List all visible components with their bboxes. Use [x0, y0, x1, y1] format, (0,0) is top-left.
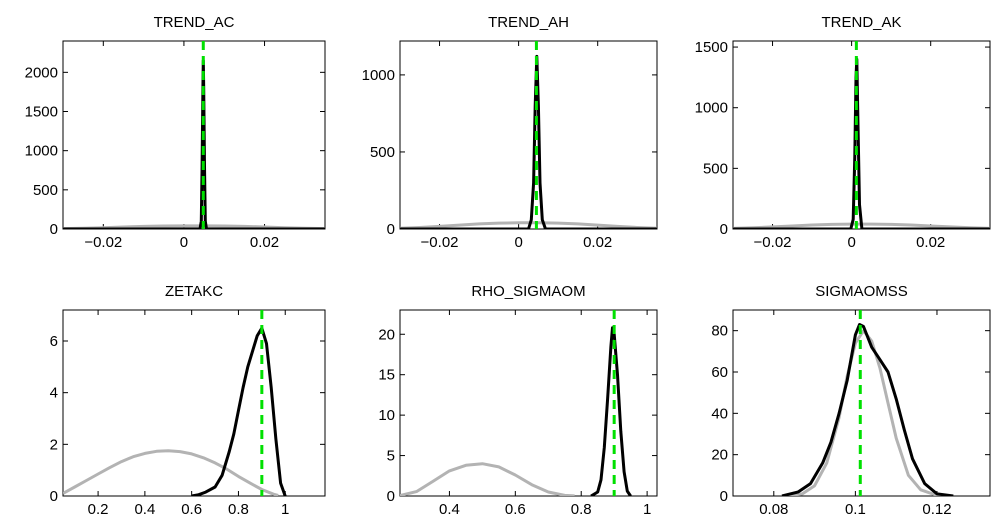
x-tick-label: 0.08	[759, 501, 788, 518]
panel-trend-ak: TREND_AK −0.02 0 0.02 0 500 1000 1500	[695, 14, 991, 251]
y-tick-label: 2000	[25, 64, 58, 81]
panel-zetakc: ZETAKC 0.2 0.4 0.6 0.8 1 0 2 4 6	[50, 283, 326, 518]
axes-box	[732, 40, 991, 230]
y-tick-label: 60	[711, 364, 728, 381]
panel-title: TREND_AH	[488, 14, 569, 31]
posterior-density-line	[733, 57, 990, 229]
y-tick-label: 2	[50, 436, 58, 453]
plot-area	[400, 310, 632, 496]
axes-box	[62, 40, 326, 230]
panel-title: RHO_SIGMAOM	[471, 283, 585, 300]
posterior-density-line	[781, 323, 954, 496]
panel-title: ZETAKC	[165, 283, 223, 300]
y-tick-label: 0	[387, 221, 395, 238]
y-tick-label: 15	[378, 367, 395, 384]
prior-density-line	[400, 221, 657, 229]
posterior-density-line	[590, 326, 632, 496]
x-tick-label: 0	[847, 234, 855, 251]
x-tick-label: 0.4	[439, 501, 460, 518]
y-tick-label: 500	[703, 160, 728, 177]
y-tick-label: 80	[711, 323, 728, 340]
x-tick-label: 0.2	[88, 501, 109, 518]
panel-trend-ah: TREND_AH −0.02 0 0.02 0 500 1000	[362, 14, 658, 251]
plot-area	[63, 41, 325, 229]
axes-box	[399, 40, 658, 230]
y-tick-label: 500	[33, 182, 58, 199]
y-tick-label: 20	[378, 326, 395, 343]
y-tick-label: 1500	[25, 104, 58, 121]
prior-density-line	[400, 462, 575, 496]
y-tick-label: 1000	[695, 100, 728, 117]
x-tick-label: 0.12	[922, 501, 951, 518]
y-tick-label: 0	[720, 488, 728, 505]
x-tick-label: 0.02	[916, 234, 945, 251]
x-tick-label: 0.8	[228, 501, 249, 518]
y-tick-label: 0	[387, 488, 395, 505]
x-tick-label: 0.1	[845, 501, 866, 518]
y-tick-label: 20	[711, 447, 728, 464]
axes-box	[62, 309, 326, 497]
plot-area	[400, 41, 657, 229]
panel-trend-ac: TREND_AC −0.02 0 0.02 0 500 1000 1500 2000	[25, 14, 326, 251]
y-tick-label: 0	[50, 221, 58, 238]
plot-area	[63, 310, 287, 496]
x-tick-label: 0.6	[181, 501, 202, 518]
x-tick-label: −0.02	[84, 234, 122, 251]
posterior-density-line	[191, 326, 287, 496]
x-tick-label: 1	[281, 501, 289, 518]
x-tick-label: 0.4	[134, 501, 155, 518]
y-tick-label: 500	[370, 144, 395, 161]
plot-area	[733, 41, 990, 229]
x-tick-label: 0	[514, 234, 522, 251]
panel-title: SIGMAOMSS	[815, 283, 908, 300]
panel-sigmaomss: SIGMAOMSS 0.08 0.1 0.12 0 20 40 60 80	[711, 283, 991, 518]
prior-density-line	[63, 449, 279, 496]
y-tick-label: 1000	[362, 67, 395, 84]
y-tick-label: 6	[50, 333, 58, 350]
y-tick-label: 0	[720, 221, 728, 238]
x-tick-label: 1	[643, 501, 651, 518]
x-tick-label: 0.02	[250, 234, 279, 251]
y-tick-label: 40	[711, 405, 728, 422]
x-tick-label: −0.02	[754, 234, 792, 251]
y-tick-label: 1000	[25, 143, 58, 160]
x-tick-label: 0.6	[505, 501, 526, 518]
x-tick-label: 0.02	[583, 234, 612, 251]
panel-title: TREND_AK	[821, 14, 901, 31]
y-tick-label: 10	[378, 407, 395, 424]
y-tick-label: 4	[50, 385, 58, 402]
panel-title: TREND_AC	[154, 14, 235, 31]
y-tick-label: 5	[387, 448, 395, 465]
x-tick-label: 0.8	[571, 501, 592, 518]
x-tick-label: −0.02	[421, 234, 459, 251]
y-tick-label: 1500	[695, 39, 728, 56]
x-tick-label: 0	[180, 234, 188, 251]
y-tick-label: 0	[50, 488, 58, 505]
plot-area	[781, 310, 954, 496]
